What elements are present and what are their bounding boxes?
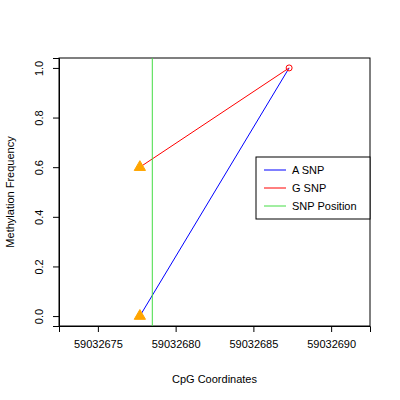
y-tick: 0.6 [33,160,59,175]
x-axis-title: CpG Coordinates [172,373,257,385]
y-axis-title: Methylation Frequency [4,136,16,248]
legend-label: SNP Position [292,200,357,212]
x-tick: 59032685 [229,326,278,350]
y-tick-label: 0.0 [33,309,45,324]
x-tick-line [176,326,177,332]
plot-frame [59,58,370,326]
point [134,310,145,320]
y-tick: 0.0 [33,309,59,324]
x-tick-line [253,326,254,332]
y-tick-label: 0.2 [33,259,45,274]
x-tick: 59032690 [307,326,356,350]
chart: 590326755903268059032685590326900.00.20.… [0,0,400,400]
y-axis-line [53,59,60,327]
y-tick-line [53,167,59,168]
x-tick-line [98,326,99,332]
y-tick-line [53,266,59,267]
legend-swatch [264,188,286,189]
legend-label: G SNP [292,182,326,194]
y-tick: 0.4 [33,210,59,225]
x-tick-label: 59032685 [229,338,278,350]
y-tick-line [53,68,59,69]
y-tick: 0.8 [33,110,59,125]
x-tick-label: 59032680 [152,338,201,350]
x-tick-line [331,326,332,332]
y-tick-label: 0.4 [33,210,45,225]
point [134,161,145,171]
y-tick-line [53,118,59,119]
y-tick-label: 0.8 [33,110,45,125]
y-tick-label: 0.6 [33,160,45,175]
series-line [140,68,289,167]
x-tick-label: 59032690 [307,338,356,350]
legend-label: A SNP [292,164,324,176]
legend-box [256,157,370,219]
x-axis: 59032675 59032680 59032685 59032690 [60,326,371,350]
y-tick-line [53,316,59,317]
y-axis: 0.0 0.2 0.4 0.6 0.8 1.0 [33,59,60,327]
plot: 590326755903268059032685590326900.00.20.… [33,58,371,350]
point [286,65,292,71]
x-tick-label: 59032675 [74,338,123,350]
legend-swatch [264,206,286,207]
y-tick-line [53,217,59,218]
x-tick: 59032675 [74,326,123,350]
legend: A SNP G SNP SNP Position [256,157,370,219]
x-tick: 59032680 [152,326,201,350]
legend-swatch [264,170,286,171]
y-tick: 0.2 [33,259,59,274]
y-tick: 1.0 [33,61,59,76]
snp-line [152,58,153,326]
y-tick-label: 1.0 [33,61,45,76]
x-axis-line [60,327,371,333]
